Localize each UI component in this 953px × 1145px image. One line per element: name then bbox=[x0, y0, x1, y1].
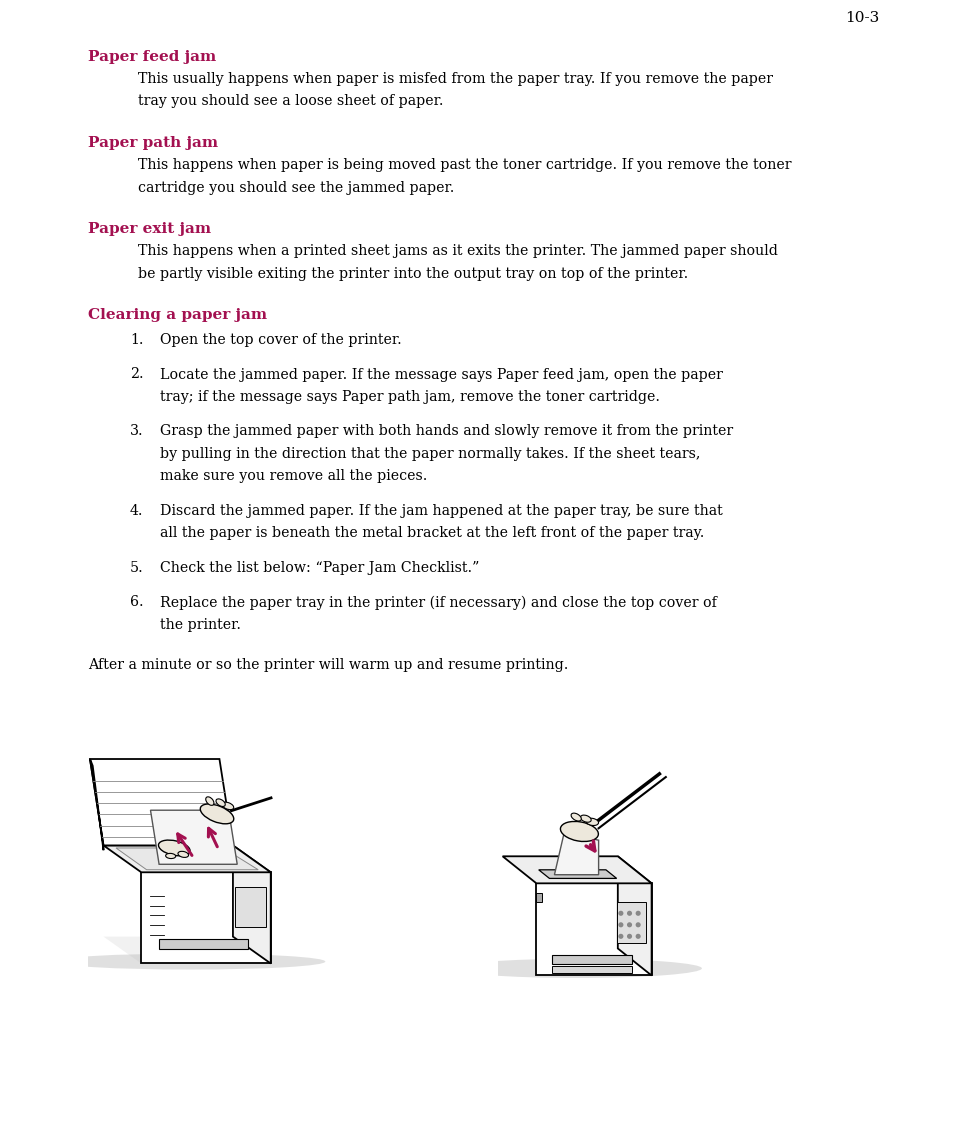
Polygon shape bbox=[116, 848, 258, 870]
Circle shape bbox=[635, 934, 640, 939]
Polygon shape bbox=[90, 759, 103, 851]
Polygon shape bbox=[551, 955, 632, 964]
Ellipse shape bbox=[559, 821, 598, 842]
Text: Paper feed jam: Paper feed jam bbox=[88, 50, 216, 64]
Text: After a minute or so the printer will warm up and resume printing.: After a minute or so the printer will wa… bbox=[88, 657, 568, 672]
Text: 6.: 6. bbox=[130, 595, 144, 609]
Circle shape bbox=[635, 922, 640, 927]
Text: Paper path jam: Paper path jam bbox=[88, 136, 218, 150]
Text: Grasp the jammed paper with both hands and slowly remove it from the printer: Grasp the jammed paper with both hands a… bbox=[160, 425, 732, 439]
Text: Clearing a paper jam: Clearing a paper jam bbox=[88, 308, 267, 323]
Text: 4.: 4. bbox=[130, 504, 143, 518]
Polygon shape bbox=[618, 856, 651, 976]
Text: the printer.: the printer. bbox=[160, 617, 241, 632]
Text: 1.: 1. bbox=[130, 333, 143, 347]
Ellipse shape bbox=[571, 813, 580, 821]
Text: 10-3: 10-3 bbox=[843, 11, 878, 25]
Polygon shape bbox=[538, 870, 616, 878]
Ellipse shape bbox=[579, 815, 591, 822]
Text: Open the top cover of the printer.: Open the top cover of the printer. bbox=[160, 333, 401, 347]
Ellipse shape bbox=[178, 852, 189, 858]
Ellipse shape bbox=[158, 840, 190, 855]
Text: This happens when paper is being moved past the toner cartridge. If you remove t: This happens when paper is being moved p… bbox=[138, 158, 791, 173]
Ellipse shape bbox=[55, 954, 325, 970]
Polygon shape bbox=[159, 940, 248, 949]
Polygon shape bbox=[536, 893, 541, 902]
Circle shape bbox=[626, 922, 632, 927]
Polygon shape bbox=[103, 937, 271, 963]
Text: This happens when a printed sheet jams as it exits the printer. The jammed paper: This happens when a printed sheet jams a… bbox=[138, 244, 777, 259]
Text: by pulling in the direction that the paper normally takes. If the sheet tears,: by pulling in the direction that the pap… bbox=[160, 447, 700, 460]
Polygon shape bbox=[103, 845, 271, 872]
Polygon shape bbox=[536, 883, 651, 976]
Text: be partly visible exiting the printer into the output tray on top of the printer: be partly visible exiting the printer in… bbox=[138, 267, 687, 281]
Polygon shape bbox=[233, 845, 271, 963]
Ellipse shape bbox=[166, 853, 175, 859]
Text: make sure you remove all the pieces.: make sure you remove all the pieces. bbox=[160, 469, 427, 483]
Ellipse shape bbox=[200, 804, 233, 823]
Text: tray you should see a loose sheet of paper.: tray you should see a loose sheet of pap… bbox=[138, 94, 443, 109]
Polygon shape bbox=[617, 902, 645, 943]
Polygon shape bbox=[551, 966, 632, 973]
Text: 3.: 3. bbox=[130, 425, 144, 439]
Ellipse shape bbox=[452, 958, 701, 978]
Polygon shape bbox=[234, 886, 266, 927]
Polygon shape bbox=[502, 856, 651, 883]
Text: Check the list below: “Paper Jam Checklist.”: Check the list below: “Paper Jam Checkli… bbox=[160, 561, 478, 575]
Circle shape bbox=[618, 922, 623, 927]
Circle shape bbox=[618, 910, 623, 916]
Ellipse shape bbox=[215, 799, 225, 806]
Text: Paper exit jam: Paper exit jam bbox=[88, 222, 211, 236]
Text: Locate the jammed paper. If the message says Paper feed jam, open the paper: Locate the jammed paper. If the message … bbox=[160, 368, 722, 381]
Circle shape bbox=[626, 934, 632, 939]
Ellipse shape bbox=[585, 819, 598, 826]
Text: Replace the paper tray in the printer (if necessary) and close the top cover of: Replace the paper tray in the printer (i… bbox=[160, 595, 716, 609]
Circle shape bbox=[635, 910, 640, 916]
Polygon shape bbox=[151, 811, 237, 864]
Text: all the paper is beneath the metal bracket at the left front of the paper tray.: all the paper is beneath the metal brack… bbox=[160, 526, 703, 539]
Text: Discard the jammed paper. If the jam happened at the paper tray, be sure that: Discard the jammed paper. If the jam hap… bbox=[160, 504, 722, 518]
Text: cartridge you should see the jammed paper.: cartridge you should see the jammed pape… bbox=[138, 181, 454, 195]
Text: This usually happens when paper is misfed from the paper tray. If you remove the: This usually happens when paper is misfe… bbox=[138, 72, 772, 86]
Ellipse shape bbox=[222, 803, 233, 810]
Circle shape bbox=[618, 934, 623, 939]
Ellipse shape bbox=[206, 797, 213, 805]
Polygon shape bbox=[141, 872, 271, 963]
Circle shape bbox=[626, 910, 632, 916]
Text: 5.: 5. bbox=[130, 561, 144, 575]
Text: 2.: 2. bbox=[130, 368, 144, 381]
Text: tray; if the message says Paper path jam, remove the toner cartridge.: tray; if the message says Paper path jam… bbox=[160, 389, 659, 404]
Polygon shape bbox=[90, 759, 233, 845]
Polygon shape bbox=[554, 834, 598, 875]
